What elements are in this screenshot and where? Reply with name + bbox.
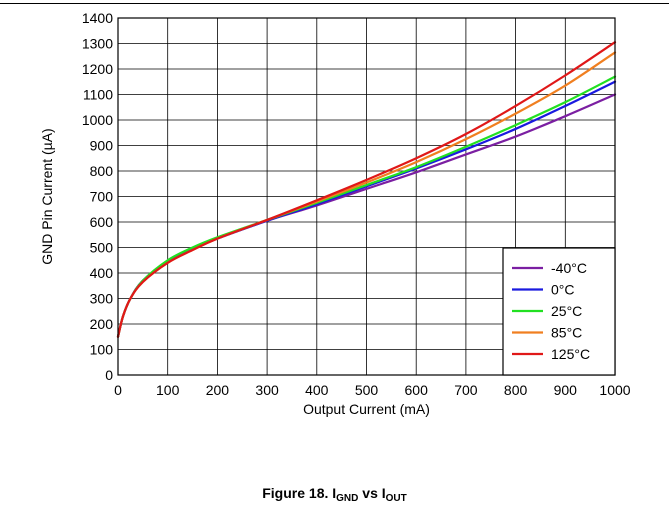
plot-frame	[117, 17, 616, 376]
x-tick-label: 1000	[599, 382, 630, 398]
y-tick-label: 500	[90, 240, 114, 256]
x-tick-label: 500	[355, 382, 379, 398]
y-tick-label: 1100	[83, 87, 113, 103]
y-tick-label: 1400	[82, 10, 113, 26]
x-tick-label: 900	[554, 382, 578, 398]
y-tick-label: 800	[90, 163, 114, 179]
y-tick-label: 1200	[82, 61, 113, 77]
figure-caption: Figure 18. IGND vs IOUT	[0, 485, 669, 504]
caption-sub-out: OUT	[385, 493, 407, 504]
series-line-4	[116, 41, 617, 338]
x-tick-label: 400	[305, 382, 329, 398]
legend-label: 25°C	[551, 303, 582, 319]
y-tick-label: 1300	[82, 36, 113, 52]
x-tick-label: 600	[405, 382, 429, 398]
y-tick-label: 300	[90, 291, 114, 307]
legend-label: 85°C	[551, 325, 582, 341]
x-tick-label: 200	[206, 382, 230, 398]
y-tick-label: 400	[90, 265, 114, 281]
x-tick-label: 700	[454, 382, 478, 398]
y-axis-label: GND Pin Current (µA)	[39, 128, 55, 264]
legend: -40°C 0°C 25°C 85°C 125°C	[502, 247, 616, 376]
x-tick-label: 0	[114, 382, 122, 398]
series-layer	[116, 41, 617, 338]
y-tick-label: 200	[90, 316, 114, 332]
x-tick-label: 800	[504, 382, 528, 398]
caption-mid: vs I	[358, 485, 386, 501]
y-tick-label: 1000	[82, 112, 113, 128]
legend-label: 0°C	[551, 282, 575, 298]
x-tick-label: 100	[156, 382, 180, 398]
legend-label: 125°C	[551, 346, 590, 362]
chart: 0 100 200 300 400 500 600 700 800 900 1000 0 100 200…	[39, 10, 631, 417]
caption-sub-gnd: GND	[336, 493, 359, 504]
x-tick-labels: 0 100 200 300 400 500 600 700 800 900 1000	[114, 382, 631, 398]
y-tick-labels: 0 100 200 300 400 500 600 700 800 900 1000 1100 1200…	[82, 10, 113, 383]
top-rule	[0, 3, 669, 4]
caption-label: Figure 18. I	[262, 485, 337, 501]
x-tick-label: 300	[255, 382, 279, 398]
x-axis-label: Output Current (mA)	[303, 401, 430, 417]
y-tick-label: 900	[90, 138, 114, 154]
legend-label: -40°C	[551, 260, 587, 276]
y-tick-label: 600	[90, 214, 114, 230]
y-tick-label: 700	[90, 189, 114, 205]
y-tick-label: 0	[105, 367, 113, 383]
y-tick-label: 100	[90, 342, 114, 358]
